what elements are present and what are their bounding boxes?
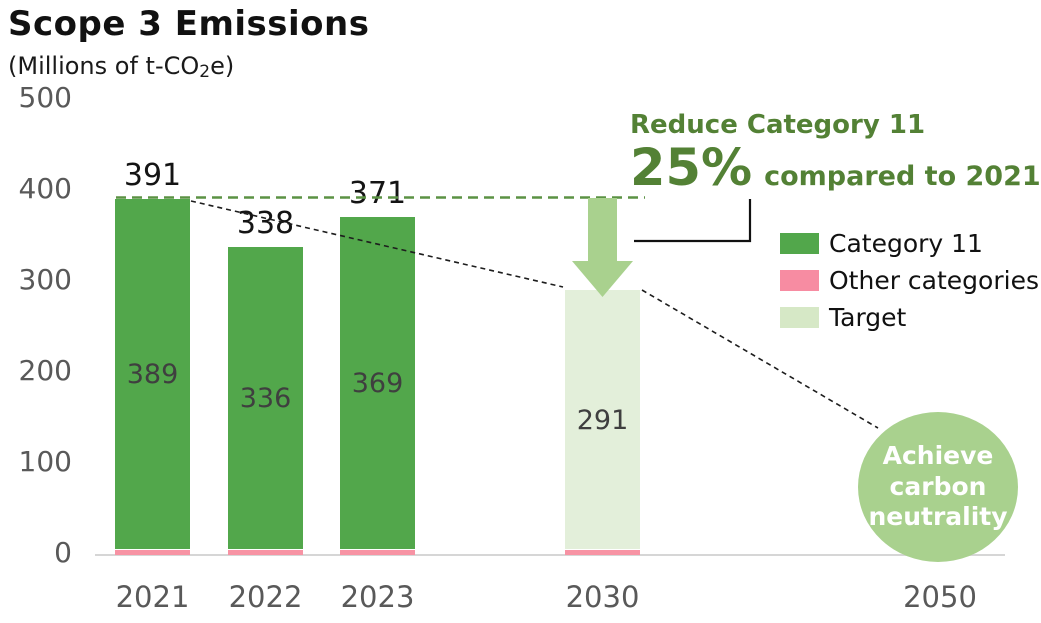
y-axis-tick-500: 500	[18, 81, 72, 114]
legend-item-other-categories: Other categories	[780, 262, 1039, 299]
x-axis-label-2021: 2021	[115, 580, 190, 614]
carbon-neutrality-badge: Achieve carbon neutrality	[858, 412, 1018, 562]
chart-title: Scope 3 Emissions	[8, 4, 370, 44]
bar-segment-target-2030	[565, 290, 640, 550]
legend-item-category-11: Category 11	[780, 225, 1039, 262]
legend-label-target: Target	[829, 303, 907, 332]
annotation-comparison: compared to 2021	[764, 161, 1041, 193]
legend-swatch-target	[780, 307, 819, 328]
annotation-row: 25% compared to 2021	[630, 143, 1041, 194]
x-axis-label-2050: 2050	[903, 580, 977, 614]
unit-subscript: 2	[199, 62, 211, 82]
bar-total-2022: 338	[236, 206, 295, 242]
x-axis-line	[95, 554, 1005, 556]
legend-label-other-categories: Other categories	[829, 266, 1039, 295]
annotation-percent: 25%	[630, 139, 753, 199]
bar-value-target-2030: 291	[576, 404, 629, 436]
y-axis-tick-200: 200	[18, 354, 72, 387]
bar-value-category11-2021: 389	[126, 359, 179, 391]
bar-total-2021: 391	[123, 158, 182, 194]
reduction-annotation: Reduce Category 11 25% compared to 2021	[630, 110, 1041, 194]
unit-prefix: (Millions of t-CO	[8, 52, 200, 80]
unit-suffix: e)	[210, 52, 235, 80]
chart-unit-label: (Millions of t-CO2e)	[8, 52, 235, 82]
legend: Category 11 Other categories Target	[780, 225, 1039, 336]
bar-segment-other-2023	[340, 549, 415, 555]
legend-swatch-category-11	[780, 233, 819, 254]
legend-label-category-11: Category 11	[829, 229, 983, 258]
legend-swatch-other-categories	[780, 270, 819, 291]
y-axis-tick-300: 300	[18, 263, 72, 296]
legend-item-target: Target	[780, 299, 1039, 336]
bar-segment-category11-2021	[115, 199, 190, 550]
bar-segment-category11-2022	[228, 247, 303, 550]
y-axis-tick-0: 0	[54, 536, 72, 569]
y-axis-tick-100: 100	[18, 445, 72, 478]
bar-segment-other-2021	[115, 549, 190, 555]
bar-segment-other-2030	[565, 549, 640, 555]
bar-segment-other-2022	[228, 549, 303, 555]
y-axis-tick-400: 400	[18, 172, 72, 205]
annotation-heading: Reduce Category 11	[630, 110, 926, 140]
x-axis-label-2023: 2023	[340, 580, 415, 614]
x-axis-label-2030: 2030	[565, 580, 640, 614]
bar-value-category11-2022: 336	[239, 383, 292, 415]
carbon-neutrality-text: Achieve carbon neutrality	[868, 441, 1008, 532]
bar-total-2023: 371	[348, 176, 407, 212]
bar-value-category11-2023: 369	[351, 368, 404, 400]
x-axis-label-2022: 2022	[228, 580, 303, 614]
